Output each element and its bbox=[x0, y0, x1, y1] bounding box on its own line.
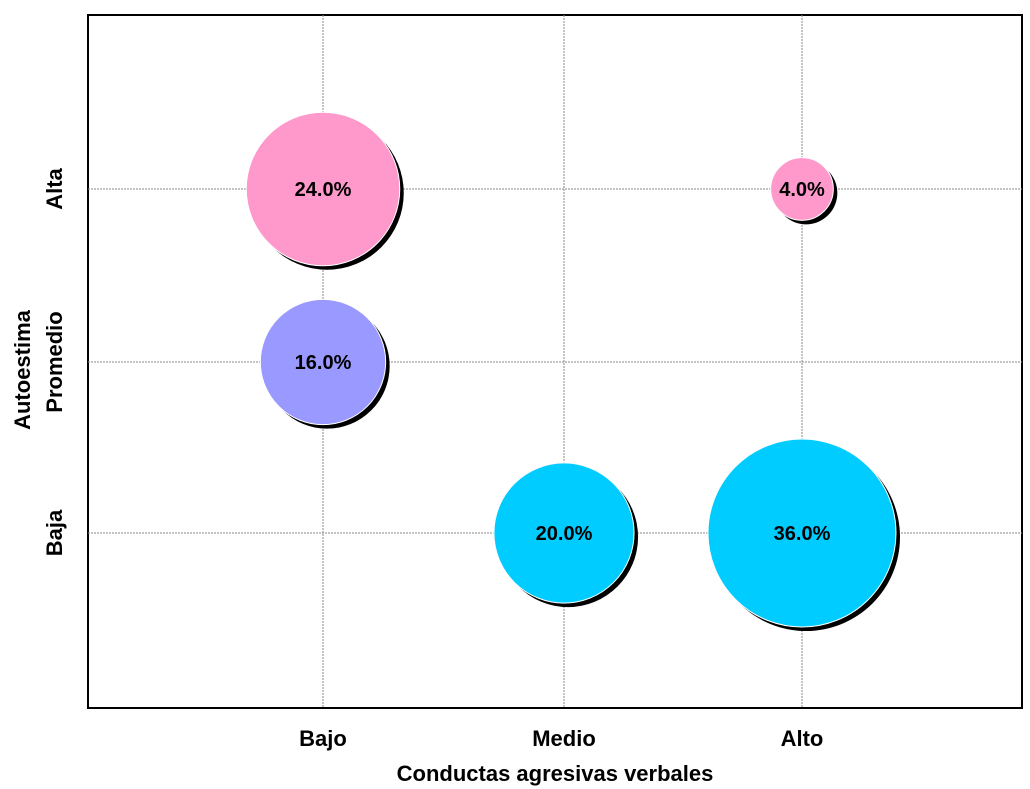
bubble-label: 20.0% bbox=[536, 523, 593, 545]
bubble: 16.0% bbox=[259, 298, 390, 429]
bubble-circle bbox=[245, 111, 401, 267]
bubble: 24.0% bbox=[245, 111, 404, 270]
x-tick-label: Medio bbox=[532, 726, 596, 751]
y-tick-label: Alta bbox=[42, 167, 67, 209]
bubble-label: 24.0% bbox=[295, 179, 352, 201]
bubble-circle bbox=[259, 298, 387, 426]
bubble-circle bbox=[493, 462, 635, 604]
y-axis-title: Autoestima bbox=[10, 309, 35, 430]
x-tick-label: Alto bbox=[781, 726, 824, 751]
x-axis-title: Conductas agresivas verbales bbox=[397, 761, 714, 786]
bubble: 36.0% bbox=[707, 438, 900, 631]
y-tick-labels: Baja Promedio Alta bbox=[42, 167, 67, 556]
bubble: 4.0% bbox=[770, 157, 838, 225]
x-tick-label: Bajo bbox=[299, 726, 347, 751]
y-tick-label: Baja bbox=[42, 509, 67, 556]
bubble-label: 36.0% bbox=[774, 523, 831, 545]
bubble-circle bbox=[770, 157, 834, 221]
bubble-circle bbox=[707, 438, 897, 628]
x-tick-labels: Bajo Medio Alto bbox=[299, 726, 823, 751]
bubble-label: 4.0% bbox=[779, 179, 825, 201]
bubbles: 36.0% 24.0% 20.0% 16.0% 4.0% bbox=[245, 111, 900, 631]
y-tick-label: Promedio bbox=[42, 311, 67, 412]
bubble: 20.0% bbox=[493, 462, 639, 608]
bubble-label: 16.0% bbox=[295, 352, 352, 374]
